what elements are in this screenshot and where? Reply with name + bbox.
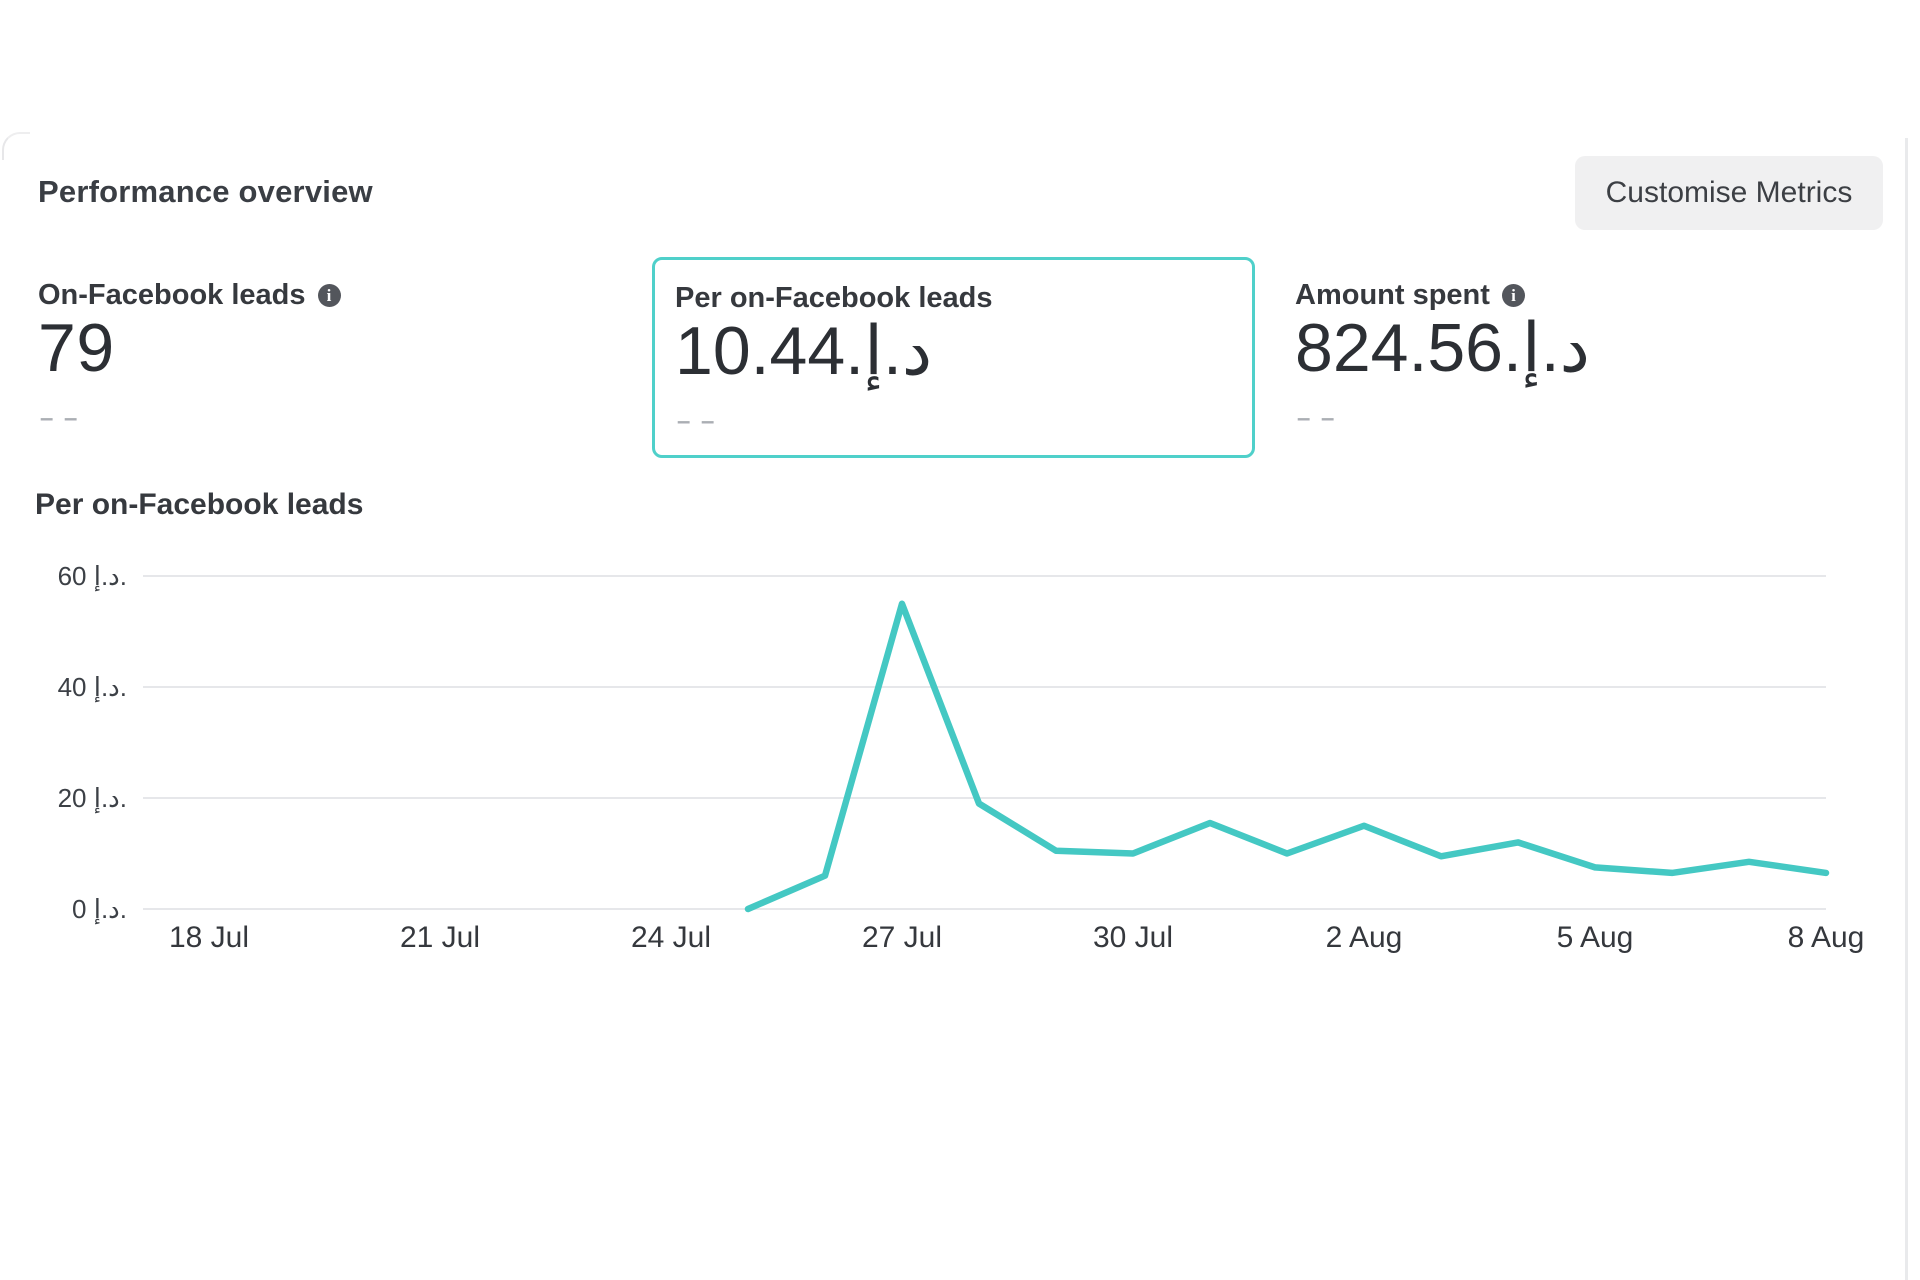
page-title: Performance overview [38,174,373,209]
comparison-placeholder: – – [677,408,717,435]
performance-line-chart[interactable]: 0 د.إ. 20 د.إ. 40 د.إ. 60 د.إ. 18 Jul 21 Jul 2… [0,540,1920,980]
info-icon[interactable]: i [317,284,341,307]
cost-per-lead-series-line [744,600,1830,913]
y-axis-tick-label: 60 د.إ. [58,561,127,592]
comparison-placeholder: – – [1297,405,1337,432]
line-chart-canvas[interactable]: 0 د.إ. 20 د.إ. 40 د.إ. 60 د.إ. 18 Jul 21 Jul 2… [0,540,1920,980]
metric-value: 10.44.د.إ [675,313,933,389]
metric-value: 79 [38,310,115,386]
metric-label: On-Facebook leads [38,279,306,311]
chart-section-title: Per on-Facebook leads [35,488,364,521]
metric-card-per-on-facebook-leads[interactable]: Per on-Facebook leads 10.44.د.إ – – [652,257,1255,458]
x-axis-tick-label: 30 Jul [1093,921,1173,954]
metric-card-on-facebook-leads[interactable]: On-Facebook leads i 79 – – [38,257,598,458]
y-axis-tick-label: 0 د.إ. [72,894,127,925]
metric-value: 824.56.د.إ [1295,310,1590,386]
x-axis-tick-label: 27 Jul [862,921,942,954]
x-axis-tick-label: 2 Aug [1326,921,1403,954]
info-icon[interactable]: i [1501,284,1525,307]
x-axis-tick-label: 5 Aug [1557,921,1634,954]
panel-right-border [1905,138,1908,1280]
y-axis-tick-label: 40 د.إ. [58,672,127,703]
y-axis-tick-label: 20 د.إ. [58,783,127,814]
customise-metrics-button[interactable]: Customise Metrics [1575,156,1883,230]
x-axis-tick-label: 18 Jul [169,921,249,954]
metric-card-amount-spent[interactable]: Amount spent i 824.56.د.إ – – [1295,257,1855,458]
metric-label: Amount spent [1295,279,1490,311]
comparison-placeholder: – – [40,405,80,432]
x-axis-tick-label: 24 Jul [631,921,711,954]
x-axis-tick-label: 8 Aug [1788,921,1865,954]
x-axis-tick-label: 21 Jul [400,921,480,954]
panel-rounded-corner [2,132,30,160]
metric-label: Per on-Facebook leads [675,282,993,314]
